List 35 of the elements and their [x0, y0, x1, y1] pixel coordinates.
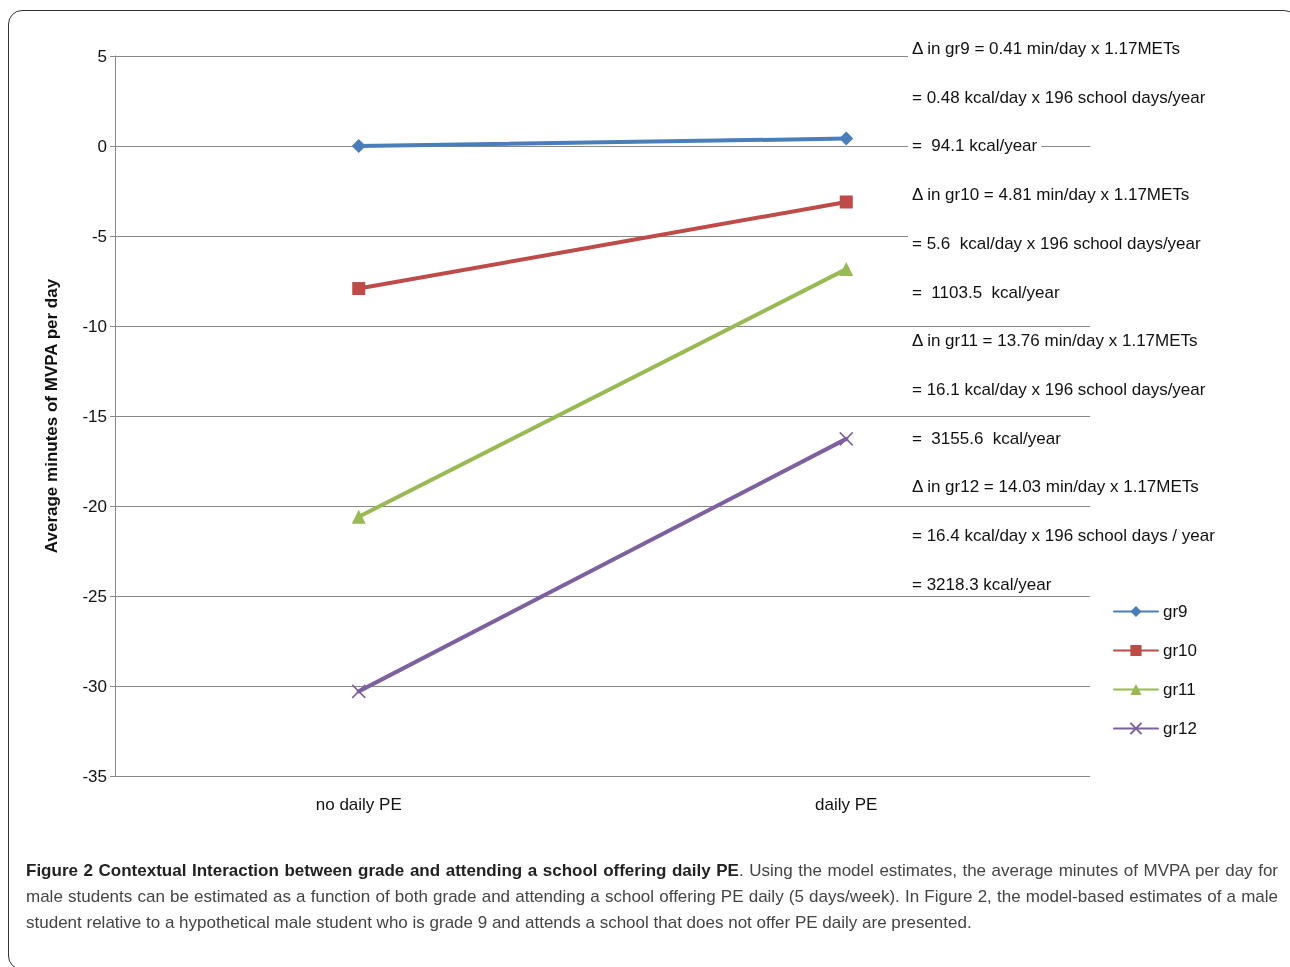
point: [839, 131, 854, 146]
annotation: = 5.6 kcal/day x 196 school days/year: [912, 233, 1202, 253]
y-tick-label: -35: [82, 766, 107, 786]
y-tick-label: 5: [97, 46, 107, 66]
annotation: = 16.1 kcal/day x 196 school days/year: [912, 379, 1206, 399]
y-tick-label: -5: [91, 226, 107, 246]
point: [839, 431, 854, 447]
annotation: = 0.48 kcal/day x 196 school days/year: [912, 87, 1206, 107]
annotation: Δ in gr10 = 4.81 min/day x 1.17METs: [912, 185, 1190, 205]
legend-label: gr11: [1162, 680, 1196, 699]
annotation: Δ in gr12 = 14.03 min/day x 1.17METs: [912, 477, 1199, 497]
text: Figure 2 Contextual Interaction between grade and attending a school offering daily PE: [26, 861, 739, 880]
point: [351, 139, 366, 153]
x-tick-label: daily PE: [815, 795, 878, 814]
annotation: Δ in gr9 = 0.41 min/day x 1.17METs: [912, 39, 1180, 58]
point: [839, 195, 853, 209]
point: [352, 282, 366, 296]
point: [351, 684, 366, 699]
y-tick-label: 0: [97, 136, 107, 156]
legend-label: gr9: [1162, 602, 1188, 621]
legend-label: gr10: [1162, 641, 1198, 660]
y-tick-label: -30: [82, 676, 107, 696]
x-tick-label: no daily PE: [315, 795, 402, 814]
annotation: = 3218.3 kcal/year: [912, 574, 1052, 594]
y-tick-label: -20: [82, 496, 107, 516]
annotation: = 1103.5 kcal/year: [912, 282, 1060, 302]
y-axis-title: Average minutes of MVPA per day: [42, 278, 61, 554]
legend-label: gr12: [1162, 719, 1198, 738]
annotation: = 94.1 kcal/year: [912, 136, 1038, 156]
annotation: Δ in gr11 = 13.76 min/day x 1.17METs: [912, 331, 1198, 351]
y-tick-label: -15: [82, 406, 107, 426]
y-tick-label: -10: [82, 316, 107, 336]
annotation: = 16.4 kcal/day x 196 school days / year: [912, 526, 1216, 545]
y-tick-label: -25: [82, 586, 107, 606]
annotation: = 3155.6 kcal/year: [912, 428, 1062, 448]
